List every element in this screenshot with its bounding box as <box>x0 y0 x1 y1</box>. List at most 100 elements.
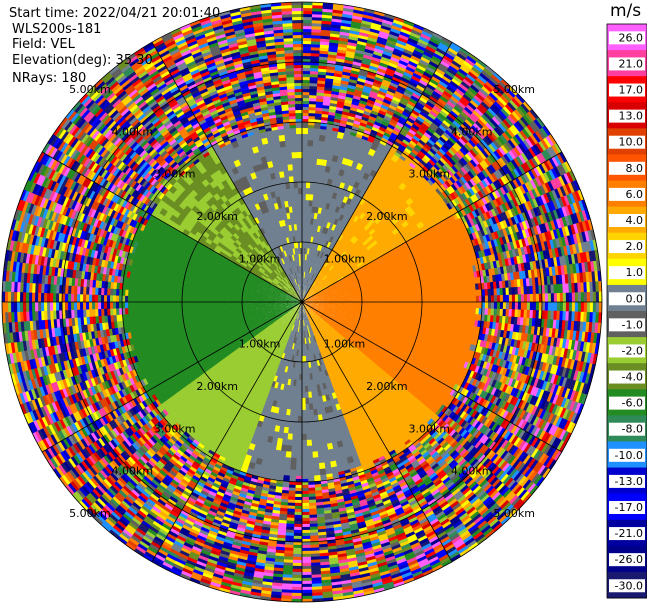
velocity-cell <box>353 6 366 12</box>
velocity-cell <box>348 32 360 39</box>
velocity-cell <box>302 106 310 111</box>
velocity-cell <box>363 54 374 60</box>
velocity-cell <box>319 128 327 136</box>
velocity-cell <box>463 290 471 297</box>
velocity-cell <box>311 163 317 171</box>
velocity-cell <box>469 289 477 297</box>
velocity-cell <box>322 152 329 161</box>
velocity-cell <box>302 151 308 159</box>
velocity-cell <box>302 229 305 236</box>
velocity-cell <box>307 266 310 273</box>
velocity-cell <box>302 55 312 60</box>
velocity-cell <box>314 121 322 129</box>
velocity-cell <box>303 277 305 285</box>
velocity-cell <box>317 152 324 160</box>
velocity-cell <box>302 76 311 81</box>
velocity-cell <box>342 10 355 16</box>
velocity-cell <box>329 141 337 150</box>
velocity-cell <box>311 22 323 27</box>
velocity-cell <box>307 217 312 225</box>
velocity-cell <box>355 83 366 89</box>
velocity-cell <box>304 235 307 243</box>
velocity-cell <box>310 254 314 262</box>
velocity-cell <box>302 73 311 78</box>
velocity-cell <box>326 159 333 168</box>
velocity-cell <box>350 23 362 30</box>
velocity-cell <box>311 37 322 42</box>
velocity-cell <box>305 187 311 195</box>
velocity-cell <box>345 53 356 59</box>
velocity-cell <box>367 36 379 43</box>
velocity-cell <box>312 248 316 256</box>
velocity-cell <box>302 43 313 48</box>
velocity-cell <box>360 62 371 69</box>
velocity-cell <box>372 16 385 23</box>
velocity-cell <box>356 40 368 47</box>
velocity-cell <box>427 288 435 294</box>
velocity-cell <box>312 139 320 147</box>
velocity-cell <box>391 295 399 300</box>
velocity-cell <box>302 163 308 171</box>
velocity-cell <box>306 169 312 177</box>
velocity-cell <box>306 175 312 183</box>
velocity-cell <box>302 181 307 189</box>
velocity-cell <box>357 77 367 84</box>
velocity-cell <box>457 290 465 298</box>
velocity-cell <box>302 25 313 30</box>
velocity-cell <box>302 217 306 225</box>
velocity-cell <box>357 74 368 81</box>
velocity-cell <box>347 84 357 90</box>
velocity-cell <box>307 253 311 261</box>
velocity-cell <box>353 57 364 64</box>
velocity-cell <box>304 265 306 273</box>
velocity-cell <box>354 52 365 58</box>
velocity-cell <box>302 16 314 21</box>
velocity-cell <box>310 181 316 189</box>
velocity-cell <box>302 97 310 102</box>
velocity-cell <box>302 223 306 231</box>
velocity-cell <box>310 248 314 256</box>
velocity-cell <box>302 31 313 36</box>
velocity-cell <box>309 266 313 274</box>
velocity-cell <box>302 103 310 108</box>
velocity-cell <box>310 70 320 75</box>
velocity-cell <box>373 10 386 17</box>
velocity-cell <box>312 194 318 202</box>
velocity-cell <box>336 131 345 140</box>
velocity-cell <box>302 193 307 201</box>
velocity-cell <box>304 229 308 237</box>
velocity-cell <box>313 230 318 238</box>
velocity-cell <box>310 217 315 225</box>
velocity-cell <box>306 253 309 261</box>
velocity-cell <box>310 43 322 48</box>
velocity-cell <box>302 127 309 135</box>
velocity-cell <box>307 145 314 153</box>
velocity-cell <box>315 200 321 208</box>
velocity-cell <box>322 214 328 222</box>
velocity-cell <box>302 283 304 290</box>
velocity-cell <box>302 157 308 165</box>
velocity-cell <box>313 249 318 256</box>
velocity-cell <box>306 157 313 165</box>
velocity-cell <box>302 82 311 87</box>
velocity-cell <box>305 277 308 285</box>
velocity-cell <box>306 235 310 243</box>
velocity-cell <box>316 243 321 251</box>
velocity-cell <box>304 211 309 219</box>
velocity-cell <box>311 205 316 213</box>
velocity-cell <box>309 73 319 78</box>
velocity-cell <box>313 133 321 141</box>
velocity-cell <box>309 254 313 261</box>
velocity-cell <box>302 7 314 12</box>
velocity-cell <box>302 64 312 69</box>
velocity-cell <box>315 170 321 178</box>
velocity-cell <box>302 91 311 96</box>
velocity-cell <box>313 182 320 190</box>
velocity-cell <box>309 82 319 87</box>
velocity-cell <box>352 97 361 104</box>
velocity-cell <box>348 81 358 87</box>
velocity-cell <box>311 261 316 268</box>
velocity-cell <box>308 115 316 120</box>
velocity-cell <box>344 98 353 105</box>
